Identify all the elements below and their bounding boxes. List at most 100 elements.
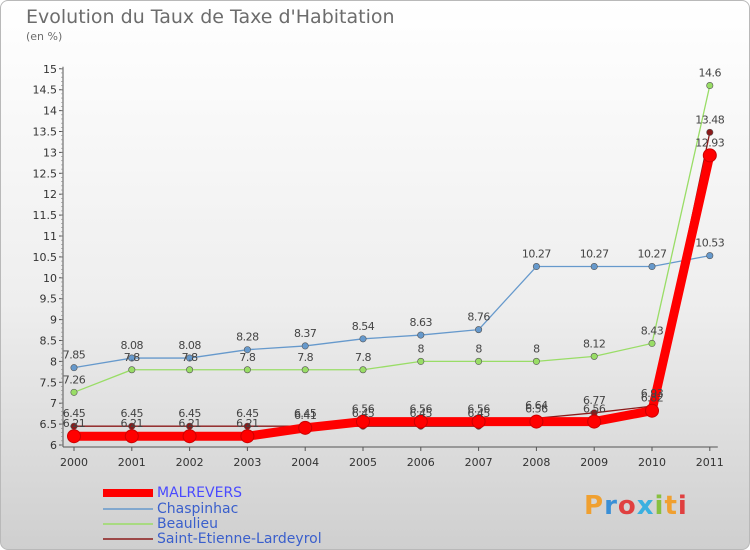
legend-label: Saint-Etienne-Lardeyrol xyxy=(157,531,322,547)
data-label: 6.64 xyxy=(525,399,548,412)
x-tick-label: 2006 xyxy=(407,456,435,469)
y-tick-label: 8.5 xyxy=(40,335,58,348)
data-point xyxy=(590,352,598,360)
series-line-malrevers xyxy=(69,150,715,441)
data-label: 13.48 xyxy=(695,113,724,126)
y-tick-label: 10.5 xyxy=(33,251,58,264)
data-label: 6.45 xyxy=(121,407,144,420)
data-label: 12.93 xyxy=(695,136,724,149)
x-tick-label: 2011 xyxy=(696,456,724,469)
data-point xyxy=(240,429,255,444)
data-point xyxy=(359,366,367,374)
data-point xyxy=(648,263,656,271)
data-label: 6.41 xyxy=(294,409,317,422)
data-label: 6.93 xyxy=(641,387,664,400)
data-label: 7.8 xyxy=(239,351,255,364)
data-label: 7.8 xyxy=(182,351,198,364)
x-tick-label: 2010 xyxy=(638,456,666,469)
data-point xyxy=(706,252,714,260)
data-label: 6.45 xyxy=(63,407,86,420)
data-label: 6.21 xyxy=(178,417,201,430)
x-tick-label: 2003 xyxy=(233,456,261,469)
y-tick-label: 8 xyxy=(50,355,57,368)
data-label: 6.82 xyxy=(641,392,664,405)
x-tick-label: 2008 xyxy=(522,456,550,469)
x-tick-label: 2004 xyxy=(291,456,319,469)
y-tick-label: 11 xyxy=(43,230,57,243)
data-point xyxy=(186,366,194,374)
y-tick-label: 13 xyxy=(43,146,57,159)
y-tick-label: 11.5 xyxy=(33,209,58,222)
data-point xyxy=(417,331,425,339)
data-point xyxy=(128,366,136,374)
y-tick-label: 14.5 xyxy=(33,84,58,97)
y-tick-label: 9 xyxy=(50,314,57,327)
legend-label: Chaspinhac xyxy=(157,501,239,517)
y-tick-label: 12 xyxy=(43,188,57,201)
y-tick-label: 6.5 xyxy=(40,418,58,431)
data-point xyxy=(359,335,367,343)
data-label: 6.45 xyxy=(352,407,375,420)
data-label: 7.8 xyxy=(124,351,140,364)
data-point xyxy=(532,357,540,365)
legend-label: MALREVERS xyxy=(157,485,243,501)
data-point xyxy=(475,357,483,365)
unit-label: (en %) xyxy=(26,30,63,43)
x-tick-label: 2000 xyxy=(60,456,88,469)
data-point xyxy=(67,429,81,444)
data-label: 8.37 xyxy=(294,327,317,340)
data-point xyxy=(70,364,78,372)
y-tick-label: 12.5 xyxy=(33,167,58,180)
data-label: 8 xyxy=(533,342,540,355)
data-label: 8 xyxy=(475,342,482,355)
data-label: 6.21 xyxy=(63,417,86,430)
data-label: 6.56 xyxy=(583,403,606,416)
data-point xyxy=(298,420,313,435)
data-label: 8.76 xyxy=(467,311,490,324)
y-tick-label: 9.5 xyxy=(40,293,58,306)
data-point xyxy=(648,339,656,347)
data-label: 7.26 xyxy=(63,373,86,386)
y-tick-label: 13.5 xyxy=(33,126,58,139)
data-label: 14.6 xyxy=(699,67,722,80)
data-label: 6.45 xyxy=(178,407,201,420)
data-label: 8.12 xyxy=(583,337,606,350)
data-label: 6.56 xyxy=(525,403,548,416)
x-tick-label: 2001 xyxy=(118,456,146,469)
series-line-beaulieu xyxy=(73,84,711,393)
data-label: 8 xyxy=(418,342,425,355)
data-point xyxy=(301,366,309,374)
data-label: 8.43 xyxy=(641,324,664,337)
y-tick-label: 7 xyxy=(50,397,57,410)
data-label: 6.56 xyxy=(410,403,433,416)
data-point xyxy=(529,414,544,429)
data-point xyxy=(70,388,78,396)
data-point xyxy=(413,414,428,429)
data-label: 10.27 xyxy=(522,248,551,261)
data-point xyxy=(645,403,659,418)
data-point xyxy=(532,263,540,271)
data-point xyxy=(702,148,717,163)
data-label: 6.21 xyxy=(121,417,144,430)
x-tick-label: 2002 xyxy=(176,456,204,469)
data-label: 6.45 xyxy=(294,407,317,420)
data-label: 7.85 xyxy=(63,349,86,362)
y-tick-label: 15 xyxy=(43,63,57,76)
data-point xyxy=(301,342,309,350)
y-tick-label: 14 xyxy=(43,105,57,118)
data-label: 7.8 xyxy=(355,351,371,364)
data-point xyxy=(587,414,602,429)
data-label: 10.27 xyxy=(580,248,609,261)
data-label: 6.45 xyxy=(467,407,490,420)
data-label: 8.54 xyxy=(352,320,375,333)
data-point xyxy=(471,414,486,429)
data-label: 6.56 xyxy=(352,403,375,416)
data-label: 7.8 xyxy=(297,351,313,364)
series-line-saint-etienne-lardeyrol xyxy=(73,131,711,427)
data-point xyxy=(475,326,483,334)
y-tick-label: 7.5 xyxy=(40,376,58,389)
data-label: 10.27 xyxy=(638,248,667,261)
x-tick-label: 2009 xyxy=(580,456,608,469)
